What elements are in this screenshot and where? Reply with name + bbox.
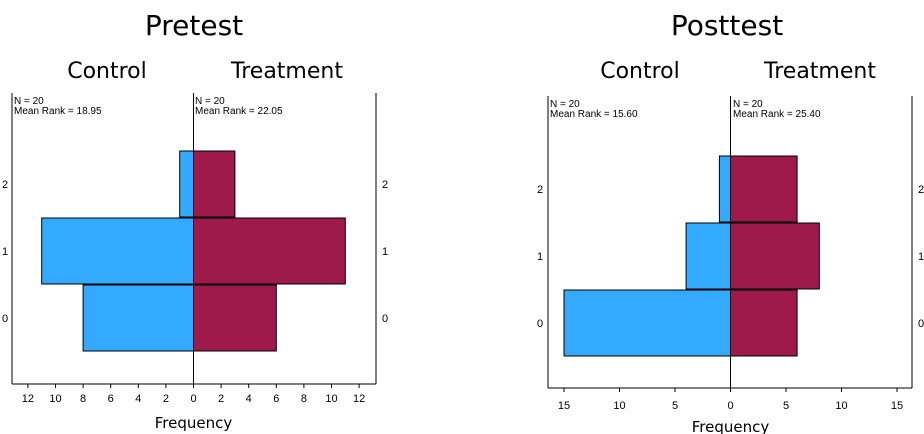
chart1-ytick-left-0: 0 <box>2 313 8 325</box>
chart1-title: Pretest <box>145 9 243 42</box>
chart2-control-mean-rank: Mean Rank = 15.60 <box>550 109 638 120</box>
chart1-xtick-label-4: 4 <box>135 393 141 405</box>
chart2-xtick-label-4: 5 <box>783 400 789 412</box>
chart2-group-label-treatment: Treatment <box>763 59 876 84</box>
chart1-bar-treatment-2 <box>193 150 236 218</box>
chart2-group-label-control: Control <box>600 59 680 84</box>
chart1-xtick-label-9: 6 <box>273 393 279 405</box>
chart2-bar-control-0 <box>563 289 731 357</box>
chart1-ytick-right-2: 2 <box>382 179 388 191</box>
chart2-ytick-left-2: 2 <box>537 184 543 196</box>
chart1-group-label-control: Control <box>67 59 147 84</box>
chart1-bar-control-0 <box>82 284 194 352</box>
chart2-treatment-n: N = 20 <box>733 99 763 110</box>
chart2-bar-treatment-1 <box>730 222 820 290</box>
chart1-x-axis-label: Frequency <box>155 414 233 432</box>
chart2-treatment-mean-rank: Mean Rank = 25.40 <box>733 109 821 120</box>
chart2-xtick-label-3: 0 <box>727 400 733 412</box>
chart2-xtick-label-2: 5 <box>672 400 678 412</box>
chart2-control-n: N = 20 <box>550 99 580 110</box>
chart1-ytick-right-0: 0 <box>382 313 388 325</box>
chart1-xtick-label-5: 2 <box>163 393 169 405</box>
chart1-control-mean-rank: Mean Rank = 18.95 <box>14 106 102 117</box>
chart1-ytick-right-1: 1 <box>382 246 388 258</box>
chart2-ytick-left-0: 0 <box>537 318 543 330</box>
chart1-xtick-label-11: 10 <box>325 393 337 405</box>
chart1-bar-control-2 <box>179 150 194 218</box>
chart1-xtick-label-6: 0 <box>190 393 196 405</box>
chart1-control-n: N = 20 <box>14 96 44 107</box>
chart1-ytick-left-1: 1 <box>2 246 8 258</box>
chart2-bar-treatment-0 <box>730 289 798 357</box>
chart1-xtick-label-7: 2 <box>218 393 224 405</box>
chart1-bar-treatment-1 <box>193 217 346 285</box>
chart2-xtick-label-0: 15 <box>558 400 570 412</box>
chart1-treatment-n: N = 20 <box>195 96 225 107</box>
chart1-xtick-label-10: 8 <box>301 393 307 405</box>
chart2-xtick-label-5: 10 <box>835 400 847 412</box>
chart2-ytick-right-1: 1 <box>918 251 924 263</box>
chart1-bar-treatment-0 <box>193 284 277 352</box>
chart1-group-label-treatment: Treatment <box>230 59 343 84</box>
chart1-treatment-mean-rank: Mean Rank = 22.05 <box>195 106 283 117</box>
chart2-xtick-label-6: 15 <box>891 400 903 412</box>
chart2-title: Posttest <box>671 9 783 42</box>
chart2-ytick-right-0: 0 <box>918 318 924 330</box>
chart1-xtick-label-1: 10 <box>49 393 61 405</box>
chart2-bar-treatment-2 <box>730 155 798 223</box>
chart1-xtick-label-0: 12 <box>22 393 34 405</box>
chart1-xtick-label-8: 4 <box>246 393 252 405</box>
chart1-bar-control-1 <box>41 217 195 285</box>
chart2-ytick-right-2: 2 <box>918 184 924 196</box>
chart2-xtick-label-1: 10 <box>613 400 625 412</box>
chart2-bar-control-2 <box>718 155 732 223</box>
chart1-xtick-label-2: 8 <box>80 393 86 405</box>
chart1-ytick-left-2: 2 <box>2 179 8 191</box>
chart2-bar-control-1 <box>685 222 731 290</box>
chart1-xtick-label-3: 6 <box>108 393 114 405</box>
chart2-ytick-left-1: 1 <box>537 251 543 263</box>
chart1-xtick-label-12: 12 <box>353 393 365 405</box>
chart2-x-axis-label: Frequency <box>692 418 770 434</box>
